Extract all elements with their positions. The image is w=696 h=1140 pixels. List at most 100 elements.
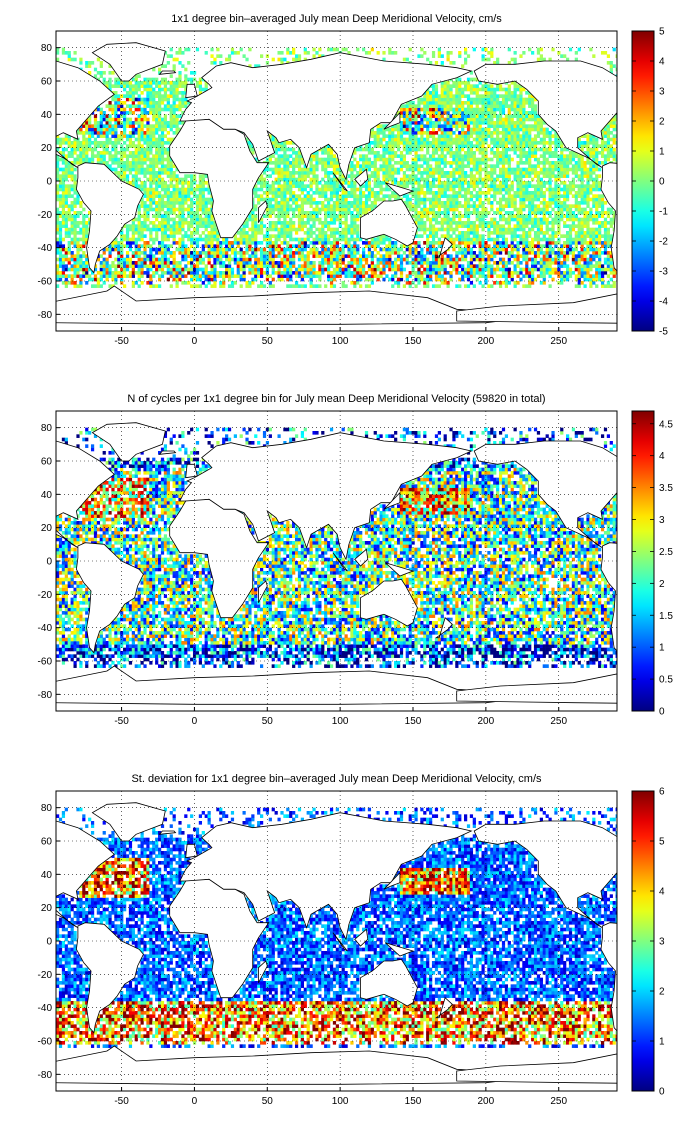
data-cell (225, 274, 229, 278)
data-cell (286, 277, 290, 282)
data-cell (332, 177, 337, 182)
data-cell (300, 184, 305, 188)
data-cell (61, 177, 66, 182)
data-cell (312, 237, 316, 242)
data-cell (399, 164, 404, 168)
data-cell (210, 244, 214, 248)
data-cell (143, 257, 147, 262)
data-cell (64, 194, 68, 198)
data-cell (484, 221, 488, 225)
data-cell (385, 237, 389, 242)
data-cell (262, 234, 267, 238)
data-cell (260, 187, 264, 192)
data-cell (213, 231, 217, 235)
data-cell (61, 217, 66, 222)
data-cell (210, 204, 214, 208)
data-cell (82, 251, 86, 255)
data-cell (417, 164, 421, 168)
data-cell (446, 174, 450, 178)
data-cell (490, 247, 494, 252)
data-cell (128, 237, 133, 242)
data-cell (362, 201, 366, 205)
data-cell (437, 284, 441, 288)
data-cell (414, 177, 418, 182)
data-cell (353, 164, 357, 168)
data-cell (434, 221, 439, 225)
data-cell (175, 177, 179, 182)
data-cell (268, 264, 272, 268)
data-cell (478, 241, 482, 245)
data-cell (58, 211, 63, 215)
data-cell (300, 221, 305, 225)
data-cell (566, 267, 570, 272)
data-cell (169, 167, 173, 172)
data-cell (184, 231, 188, 235)
data-cell (297, 194, 302, 198)
data-cell (303, 224, 307, 228)
data-cell (79, 284, 83, 288)
data-cell (356, 257, 360, 262)
data-cell (574, 264, 578, 268)
data-cell (376, 257, 380, 262)
data-cell (318, 241, 322, 245)
data-cell (321, 164, 325, 168)
data-cell (606, 284, 611, 288)
data-cell (592, 217, 596, 222)
data-cell (152, 284, 156, 288)
data-cell (163, 157, 168, 162)
data-cell (172, 257, 176, 262)
data-cell (571, 177, 576, 182)
data-cell (376, 261, 380, 265)
data-cell (452, 157, 456, 162)
data-cell (580, 191, 584, 195)
data-cell (373, 191, 377, 195)
data-cell (583, 174, 587, 178)
data-cell (531, 171, 535, 175)
data-cell (566, 271, 570, 275)
data-cell (260, 274, 264, 278)
data-cell (367, 251, 372, 255)
data-cell (560, 271, 564, 275)
data-cell (152, 187, 156, 192)
data-cell (475, 241, 479, 245)
data-cell (155, 211, 159, 215)
data-cell (429, 164, 433, 168)
data-cell (82, 157, 86, 162)
data-cell (370, 254, 374, 258)
data-cell (469, 281, 474, 285)
data-cell (70, 274, 74, 278)
data-cell (236, 264, 240, 268)
data-cell (120, 264, 124, 268)
data-cell (481, 274, 485, 278)
data-cell (265, 241, 270, 245)
data-cell (262, 224, 267, 228)
data-cell (134, 154, 138, 158)
data-cell (516, 194, 520, 198)
data-cell (414, 244, 418, 248)
data-cell (286, 157, 290, 162)
data-cell (309, 197, 313, 202)
data-cell (207, 271, 211, 275)
data-cell (324, 191, 328, 195)
data-cell (472, 167, 476, 172)
data-cell (178, 191, 182, 195)
data-cell (294, 201, 299, 205)
data-cell (90, 161, 95, 165)
data-cell (111, 264, 115, 268)
data-cell (131, 251, 135, 255)
data-cell (190, 261, 194, 265)
data-cell (341, 191, 345, 195)
data-cell (475, 161, 479, 165)
data-cell (481, 161, 485, 165)
data-cell (327, 241, 331, 245)
data-cell (312, 197, 316, 202)
data-cell (394, 197, 398, 202)
data-cell (522, 187, 526, 192)
data-cell (367, 174, 372, 178)
data-cell (356, 251, 360, 255)
data-cell (169, 261, 173, 265)
data-cell (449, 271, 453, 275)
data-cell (260, 271, 264, 275)
data-cell (568, 224, 573, 228)
data-cell (402, 157, 407, 162)
